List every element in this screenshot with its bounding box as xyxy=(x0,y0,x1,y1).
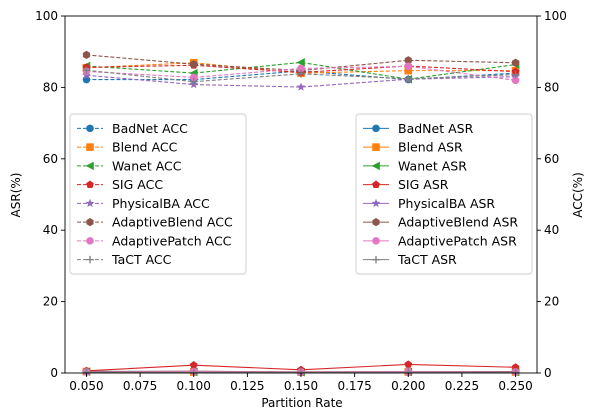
legend-label-asr-5: AdaptiveBlend ASR xyxy=(398,215,518,230)
legend-marker-asr-4 xyxy=(371,198,381,208)
legend-label-acc-2: Wanet ACC xyxy=(112,158,182,173)
legend-label-acc-4: PhysicalBA ACC xyxy=(112,196,210,211)
data-point-acc-5-3 xyxy=(404,56,412,65)
legend-label-asr-0: BadNet ASR xyxy=(398,121,474,136)
x-tick-label-2: 0.100 xyxy=(177,379,211,393)
x-tick-label-1: 0.075 xyxy=(123,379,157,393)
legend-marker-acc-7 xyxy=(86,255,94,264)
x-tick-label-8: 0.250 xyxy=(498,379,532,393)
legend-acc: BadNet ACC Blend ACC Wanet ACC SIG ACC Physi… xyxy=(69,113,247,275)
y-right-tick-label-1: 20 xyxy=(544,295,559,309)
legend-label-acc-0: BadNet ACC xyxy=(112,121,188,136)
x-axis-label: Partition Rate xyxy=(261,396,342,410)
data-point-acc-7-2 xyxy=(297,70,305,78)
y-axis-label-left: ASR(%) xyxy=(9,173,23,218)
x-tick-label-7: 0.225 xyxy=(445,379,479,393)
legend-label-acc-6: AdaptivePatch ACC xyxy=(112,233,232,248)
legend-marker-asr-6 xyxy=(372,237,380,245)
legend-marker-acc-4 xyxy=(85,198,95,208)
y-left-tick-label-3: 60 xyxy=(43,152,58,166)
y-right-tick-label-2: 40 xyxy=(544,223,559,237)
legend-label-acc-3: SIG ACC xyxy=(112,177,163,192)
data-point-acc-6-4 xyxy=(511,76,520,85)
axes: 0.050 0.075 0.100 0.125 0.150 0.175 0.200 0.225… xyxy=(35,9,567,393)
legend-marker-asr-1 xyxy=(372,143,380,151)
plot-area xyxy=(82,50,520,377)
legend-label-asr-1: Blend ASR xyxy=(398,140,463,155)
y-right-tick-label-5: 100 xyxy=(544,9,567,23)
y-left-tick-label-5: 100 xyxy=(35,9,58,23)
series-acc-7 xyxy=(82,66,520,86)
legend-label-asr-3: SIG ASR xyxy=(398,177,449,192)
legend-label-acc-5: AdaptiveBlend ACC xyxy=(112,215,233,230)
x-tick-label-6: 0.200 xyxy=(391,379,425,393)
y-axis-label-right: ACC(%) xyxy=(571,172,585,218)
data-point-acc-7-3 xyxy=(404,75,413,83)
legend-label-asr-2: Wanet ASR xyxy=(398,158,467,173)
data-point-acc-4-2 xyxy=(296,82,306,91)
data-point-acc-5-1 xyxy=(190,60,198,69)
data-point-acc-6-3 xyxy=(404,62,413,71)
data-point-acc-5-4 xyxy=(511,58,520,67)
legend-label-asr-4: PhysicalBA ASR xyxy=(398,196,495,211)
legend-marker-acc-5 xyxy=(86,218,94,227)
legend-marker-acc-1 xyxy=(86,143,94,151)
x-tick-label-4: 0.150 xyxy=(284,379,318,393)
data-point-acc-5-0 xyxy=(82,50,91,60)
y-left-tick-label-2: 40 xyxy=(43,223,58,237)
legend-marker-asr-7 xyxy=(372,255,380,264)
legend-marker-asr-5 xyxy=(372,218,380,227)
data-point-acc-2-2 xyxy=(296,58,305,67)
legend-label-acc-1: Blend ACC xyxy=(112,140,178,155)
legend-marker-asr-3 xyxy=(372,180,380,188)
legend-asr: BadNet ASR Blend ASR Wanet ASR SIG ASR Physi… xyxy=(355,113,533,275)
data-point-acc-6-2 xyxy=(297,64,305,73)
legend-frame-acc xyxy=(69,113,247,275)
y-right-tick-label-3: 60 xyxy=(544,152,559,166)
data-point-acc-7-4 xyxy=(511,70,520,79)
x-tick-label-5: 0.175 xyxy=(337,379,371,393)
data-point-asr-3-1 xyxy=(189,361,198,369)
data-point-acc-1-3 xyxy=(404,66,413,75)
legend-marker-acc-6 xyxy=(86,237,94,245)
x-tick-label-3: 0.125 xyxy=(230,379,264,393)
legend-marker-acc-0 xyxy=(86,124,94,133)
data-point-acc-7-0 xyxy=(82,66,91,75)
y-left-tick-label-1: 20 xyxy=(43,295,58,309)
data-point-acc-7-1 xyxy=(189,77,198,86)
y-right-tick-label-0: 0 xyxy=(544,366,552,380)
legend-label-asr-6: AdaptivePatch ASR xyxy=(398,233,517,248)
data-point-asr-3-3 xyxy=(404,360,413,368)
legend-marker-asr-0 xyxy=(372,124,380,133)
legend-frame-asr xyxy=(355,113,533,275)
legend-marker-acc-3 xyxy=(86,180,94,188)
data-point-acc-6-1 xyxy=(189,73,198,82)
legend-marker-acc-2 xyxy=(85,161,94,171)
x-tick-label-0: 0.050 xyxy=(69,379,103,393)
legend-label-acc-7: TaCT ACC xyxy=(111,252,172,267)
y-right-tick-label-4: 80 xyxy=(544,80,559,94)
y-left-tick-label-4: 80 xyxy=(43,80,58,94)
legend-label-asr-7: TaCT ASR xyxy=(397,252,457,267)
legend-marker-asr-2 xyxy=(371,161,380,171)
y-left-tick-label-0: 0 xyxy=(50,366,58,380)
